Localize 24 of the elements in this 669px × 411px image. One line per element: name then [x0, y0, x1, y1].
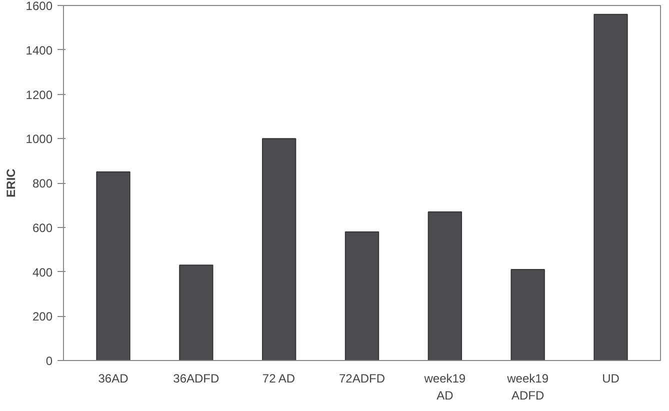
x-tick-label: week19 ADFD: [506, 372, 549, 402]
bar: [262, 138, 296, 360]
bar: [510, 269, 545, 360]
x-tick-label: week19 AD: [423, 372, 466, 402]
bar: [344, 231, 380, 360]
y-tick-label: 600: [32, 220, 53, 235]
y-tick-label: 1200: [26, 88, 53, 102]
y-tick-label: 800: [32, 176, 53, 190]
y-tick-label: 0: [46, 354, 53, 368]
x-tick-label: UD: [602, 372, 620, 386]
x-tick-label: 72ADFD: [338, 372, 386, 386]
x-tick-label: 72 AD: [262, 372, 296, 386]
bar: [179, 264, 214, 360]
y-tick-label: 1000: [26, 132, 53, 146]
bar: [96, 171, 130, 360]
x-tick-label: 36AD: [98, 372, 129, 386]
y-tick-label: 200: [32, 310, 53, 324]
y-tick-label: 1400: [26, 43, 53, 58]
y-tick-label: 1600: [26, 0, 53, 13]
y-axis-title: ERIC: [4, 168, 18, 198]
bar: [428, 211, 462, 360]
x-tick-label: 36ADFD: [173, 372, 220, 386]
bar: [594, 14, 628, 360]
y-tick-label: 400: [32, 265, 53, 280]
